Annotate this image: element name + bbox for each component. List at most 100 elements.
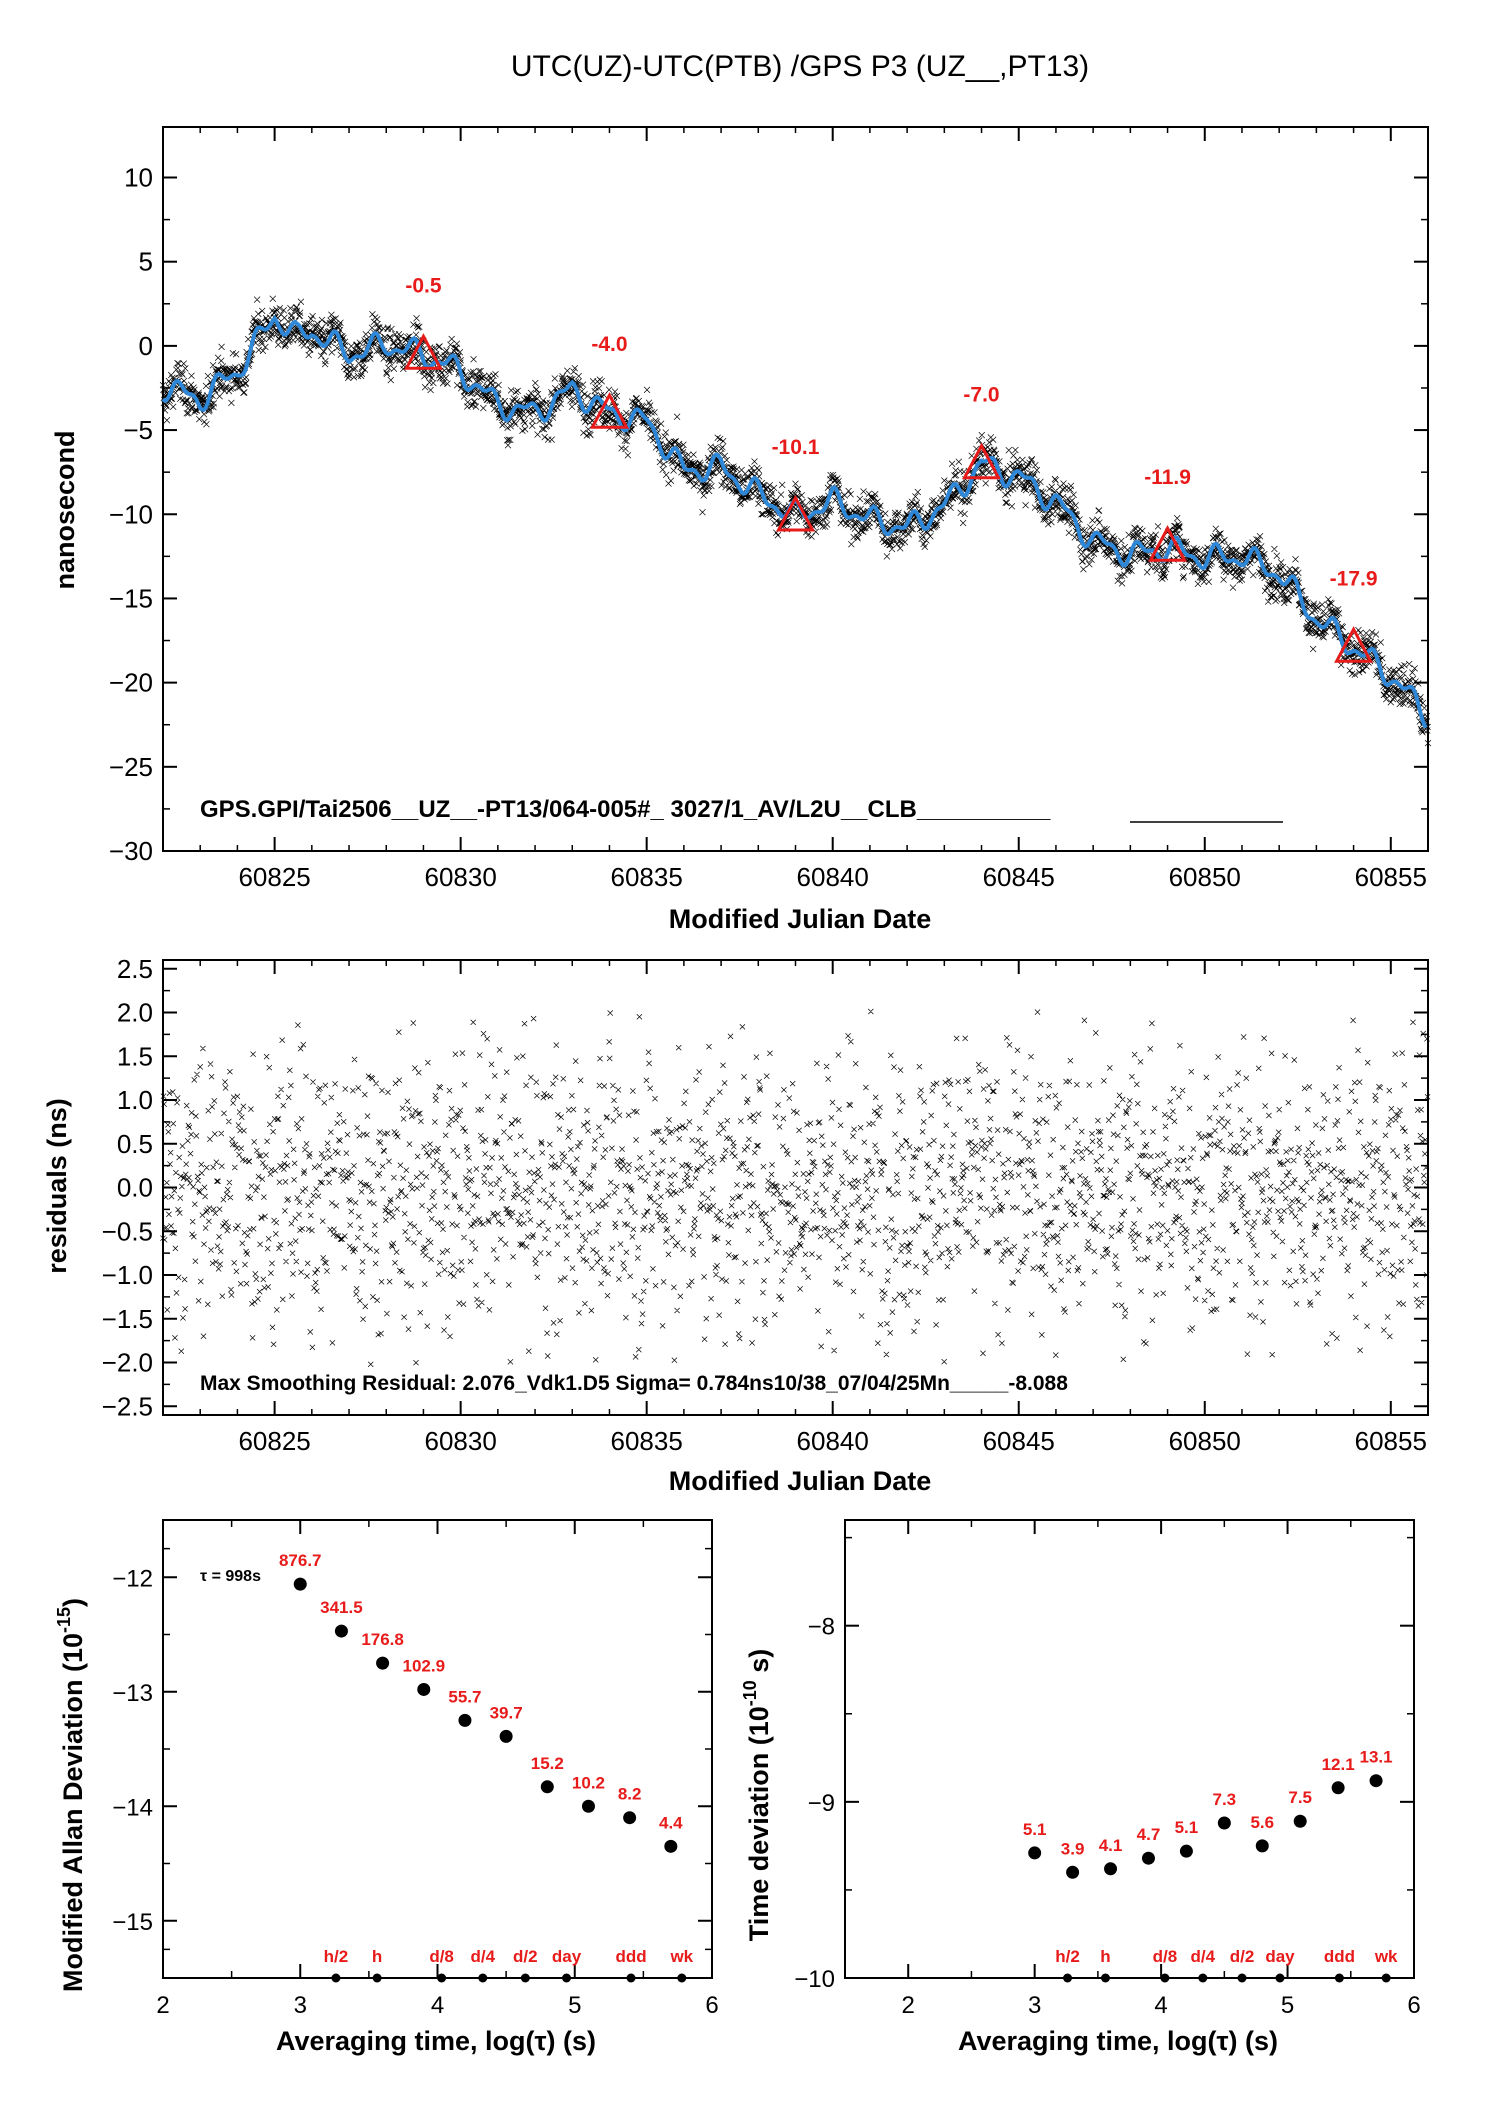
time-marker-dot: [677, 1973, 687, 1983]
time-marker-label: d/8: [429, 1947, 454, 1966]
time-marker-dot: [1275, 1973, 1285, 1983]
y-tick-label: 0.0: [117, 1173, 153, 1203]
deviation-point-label: 7.3: [1213, 1790, 1237, 1809]
deviation-point: [1331, 1781, 1345, 1795]
y-tick-label: 1.5: [117, 1041, 153, 1071]
y-tick-label: −1.0: [102, 1260, 153, 1290]
residuals-chart: 60825 60830 60835 60840 60845 60850 60855 2.5 2.…: [42, 954, 1431, 1496]
anchor-marker-label: -4.0: [591, 333, 627, 356]
x-tick-label: 5: [1281, 1992, 1294, 2019]
time-marker-label: d/8: [1153, 1947, 1178, 1966]
anchor-marker-label: -7.0: [963, 384, 999, 407]
x-tick-label: 60835: [611, 862, 683, 892]
x-tick-label: 3: [294, 1992, 307, 2019]
plot-frame: [162, 1519, 713, 1979]
y-axis-label: Modified Allan Deviation (10-15): [54, 1598, 88, 1992]
time-marker-label: day: [552, 1947, 582, 1966]
y-label-main: Modified Allan Deviation (10: [58, 1633, 88, 1992]
time-marker-dot: [520, 1973, 530, 1983]
x-tick-label: 4: [431, 1992, 444, 2019]
x-axis-label: Averaging time, log(τ) (s): [276, 2026, 596, 2056]
anchor-marker: [1148, 525, 1188, 562]
deviation-point: [1179, 1844, 1193, 1858]
y-tick-label: −14: [112, 1794, 153, 1821]
time-marker-dot: [331, 1973, 341, 1983]
x-tick-label: 60825: [238, 862, 310, 892]
anchor-marker: [962, 442, 1002, 480]
deviation-point: [1141, 1851, 1155, 1865]
anchor-marker: [589, 392, 629, 429]
y-tick-label: −10: [109, 499, 153, 529]
x-axis-label: Modified Julian Date: [669, 904, 932, 934]
time-marker-label: wk: [669, 1947, 693, 1966]
y-tick-label: −0.5: [102, 1216, 153, 1246]
anchor-marker-label: -0.5: [405, 274, 442, 297]
y-tick-label: 2.5: [117, 954, 153, 984]
x-tick-label: 60830: [424, 862, 496, 892]
deviation-point: [1104, 1862, 1118, 1876]
x-tick-label: 5: [568, 1992, 581, 2019]
deviation-point: [417, 1682, 431, 1696]
deviation-point: [540, 1780, 554, 1794]
time-marker-dot: [562, 1973, 572, 1983]
deviation-point-label: 39.7: [490, 1703, 523, 1722]
x-tick-label: 60855: [1355, 862, 1427, 892]
deviation-point-label: 13.1: [1360, 1748, 1393, 1767]
deviation-point-label: 5.6: [1250, 1813, 1274, 1832]
deviation-point-label: 55.7: [448, 1687, 481, 1706]
y-tick-label: 0: [139, 331, 153, 361]
time-marker-label: d/4: [471, 1947, 496, 1966]
x-tick-label: 60845: [983, 862, 1055, 892]
deviation-point-label: 15.2: [531, 1754, 564, 1773]
offset-chart-annotation: GPS.GPI/Tai2506__UZ__-PT13/064-005#_ 302…: [200, 796, 1051, 823]
time-marker-label: wk: [1374, 1947, 1398, 1966]
time-marker-label: h/2: [324, 1947, 349, 1966]
deviation-point-label: 12.1: [1322, 1755, 1355, 1774]
deviation-point: [1255, 1839, 1269, 1853]
deviation-point: [458, 1713, 472, 1727]
y-label-exponent: -10: [740, 1680, 760, 1706]
deviation-point-label: 5.1: [1175, 1818, 1199, 1837]
time-marker-dot: [1198, 1973, 1208, 1983]
deviation-point-label: 176.8: [361, 1630, 404, 1649]
time-marker-label: d/2: [1230, 1947, 1255, 1966]
time-marker-dot: [1063, 1973, 1073, 1983]
deviation-point: [334, 1624, 348, 1638]
deviation-point-label: 876.7: [279, 1551, 322, 1570]
deviation-point: [581, 1799, 595, 1813]
anchor-marker-label: -11.9: [1144, 466, 1191, 489]
time-marker-dot: [1237, 1973, 1247, 1983]
time-marker-label: d/4: [1191, 1947, 1216, 1966]
time-marker-dot: [1334, 1973, 1344, 1983]
plot-frame: [844, 1519, 1415, 1979]
deviation-point: [1369, 1774, 1383, 1788]
y-tick-label: 1.0: [117, 1085, 153, 1115]
y-axis-label: nanosecond: [50, 430, 80, 589]
deviation-point: [1217, 1816, 1231, 1830]
deviation-point-label: 341.5: [320, 1598, 363, 1617]
plot-frame: [162, 126, 1429, 852]
anchor-marker-label: -17.9: [1330, 567, 1378, 590]
deviation-point-label: 102.9: [403, 1656, 446, 1675]
time-marker-dot: [437, 1973, 447, 1983]
deviation-point: [664, 1839, 678, 1853]
time-marker-dot: [478, 1973, 488, 1983]
x-tick-label: 3: [1028, 1992, 1041, 2019]
time-marker-dot: [1160, 1973, 1170, 1983]
y-label-tail: ): [58, 1598, 88, 1607]
y-tick-label: −30: [109, 836, 153, 866]
residual-point-cloud: [160, 1008, 1431, 1368]
x-axis-label: Modified Julian Date: [669, 1466, 932, 1496]
deviation-point-label: 4.4: [659, 1813, 683, 1832]
time-marker-dot: [372, 1973, 382, 1983]
time-marker-label: h: [372, 1947, 382, 1966]
y-tick-label: −1.5: [102, 1304, 153, 1334]
time-marker-label: ddd: [615, 1947, 646, 1966]
y-tick-label: −9: [808, 1790, 835, 1817]
residuals-annotation: Max Smoothing Residual: 2.076_Vdk1.D5 Si…: [200, 1372, 1068, 1395]
x-tick-label: 2: [902, 1992, 915, 2019]
deviation-point-label: 8.2: [618, 1785, 642, 1804]
deviation-point-label: 3.9: [1061, 1839, 1085, 1858]
deviation-point: [1028, 1846, 1042, 1860]
